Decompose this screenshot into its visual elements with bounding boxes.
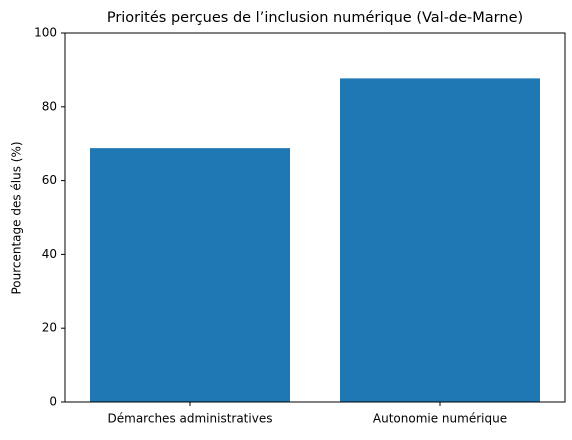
y-axis-label: Pourcentage des élus (%) — [10, 141, 24, 294]
y-tick-label: 60 — [42, 173, 57, 187]
y-tick-label: 100 — [34, 26, 57, 40]
chart-title: Priorités perçues de l’inclusion numériq… — [107, 10, 523, 26]
bar — [340, 78, 540, 403]
bar — [90, 148, 290, 402]
y-tick-label: 80 — [42, 99, 57, 113]
x-tick-label: Autonomie numérique — [373, 412, 507, 426]
plot-frame — [64, 32, 566, 403]
y-tick-label: 20 — [42, 321, 57, 335]
x-tick-label: Démarches administratives — [108, 412, 273, 426]
y-tick-label: 40 — [42, 247, 57, 261]
y-tick-label: 0 — [49, 395, 57, 409]
